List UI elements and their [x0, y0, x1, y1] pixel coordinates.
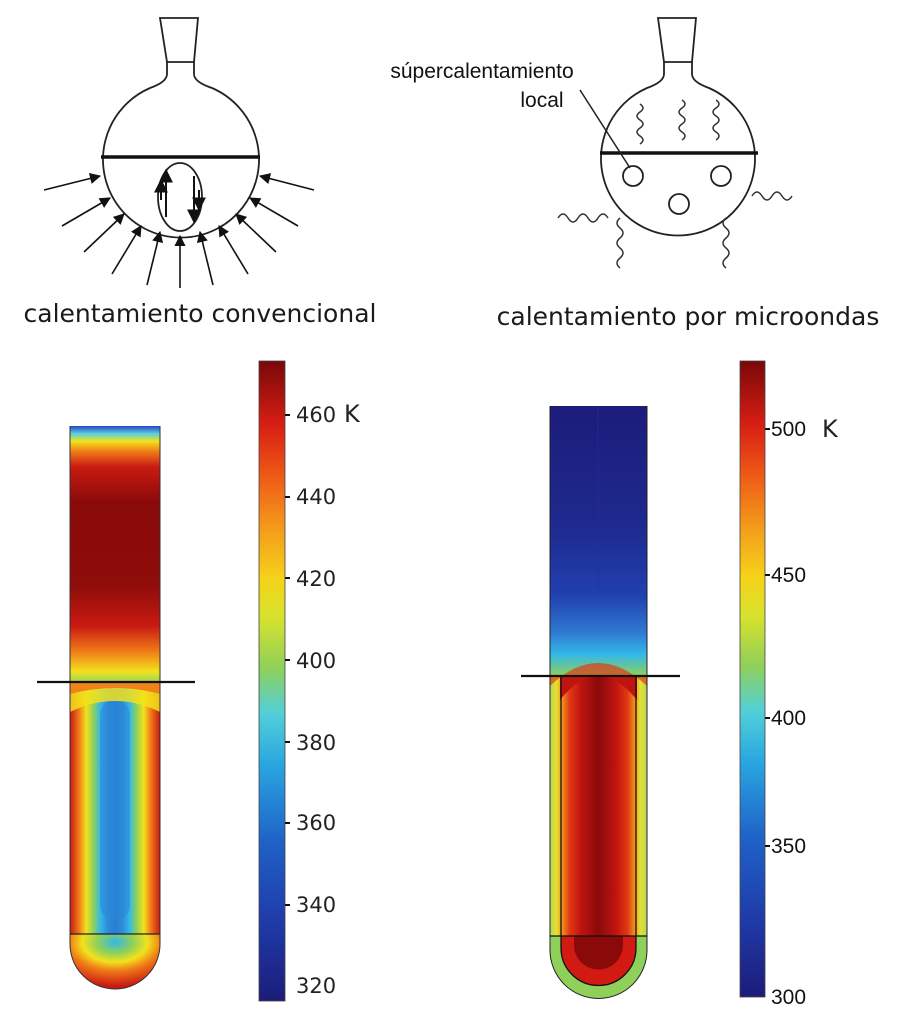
conventional-tube-temperature-map: [37, 426, 195, 989]
right-colorbar: [740, 361, 765, 997]
left-tick-320: 320: [296, 974, 336, 998]
left-tick-420: 420: [296, 567, 336, 591]
left-tick-340: 340: [296, 893, 336, 917]
right-tick-400: 400: [771, 707, 806, 730]
conventional-heating-caption: calentamiento convencional: [24, 299, 377, 328]
conventional-flask-diagram: [44, 18, 314, 288]
right-tick-300: 300: [771, 986, 806, 1009]
left-colorbar-ticks: 460 K 440 420 400 380 360 340 320: [285, 400, 361, 998]
left-unit-label: K: [344, 400, 361, 428]
right-tick-350: 350: [771, 835, 806, 858]
right-tick-500: 500: [771, 418, 806, 441]
microwave-heating-caption: calentamiento por microondas: [497, 302, 880, 331]
microwave-flask-diagram: [558, 18, 792, 268]
left-tick-460: 460: [296, 403, 336, 427]
left-colorbar: [259, 361, 285, 1001]
left-tick-440: 440: [296, 485, 336, 509]
left-tick-400: 400: [296, 649, 336, 673]
right-colorbar-ticks: 500 K 450 400 350 300: [765, 415, 839, 1009]
microwave-tube-temperature-map: [521, 406, 680, 998]
left-tick-380: 380: [296, 731, 336, 755]
left-tick-360: 360: [296, 811, 336, 835]
local-superheating-label: súpercalentamiento: [390, 60, 573, 83]
local-superheating-label-line2: local: [520, 89, 563, 112]
right-unit-label: K: [822, 415, 839, 443]
right-tick-450: 450: [771, 564, 806, 587]
